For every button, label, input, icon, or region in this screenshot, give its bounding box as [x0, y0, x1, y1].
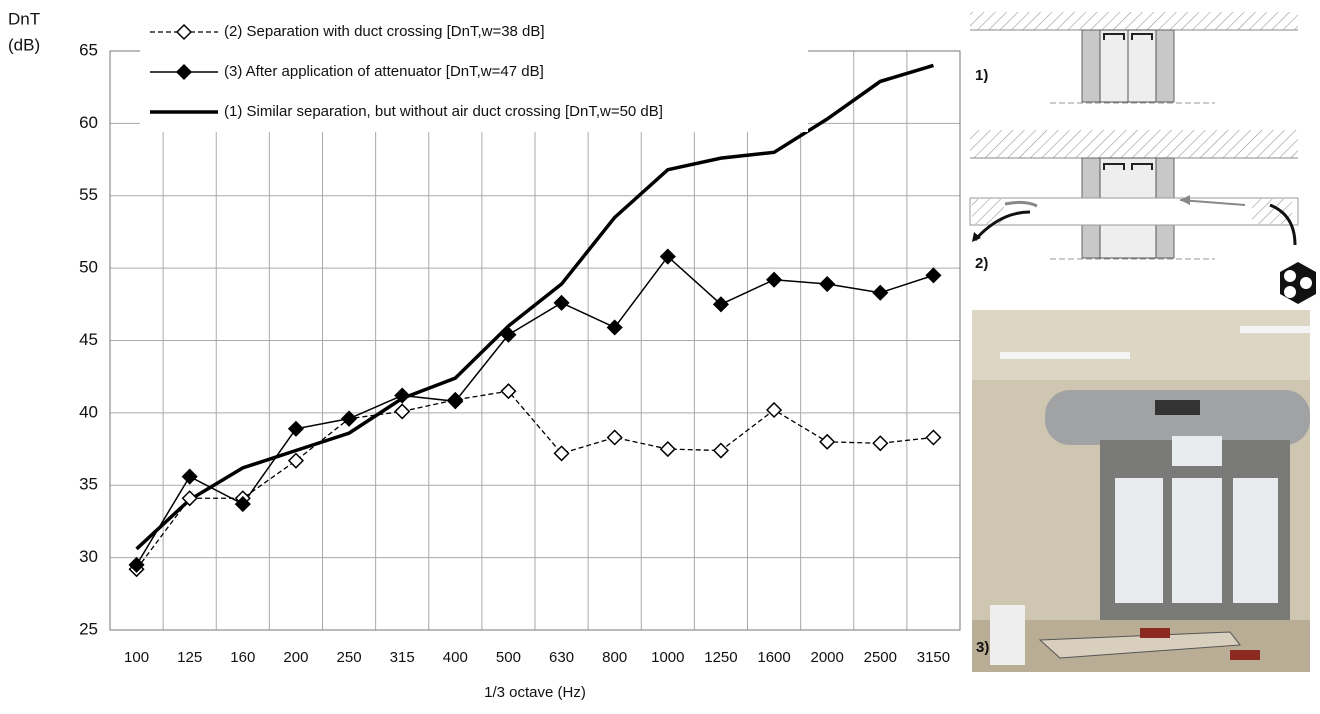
x-tick-label: 1250	[704, 649, 737, 666]
marker	[395, 404, 409, 418]
x-tick-label: 2500	[864, 649, 897, 666]
y-tick-label: 25	[79, 619, 98, 638]
y-tick-label: 30	[79, 547, 98, 566]
figure-label: 2)	[975, 255, 988, 272]
marker	[820, 277, 834, 291]
marker	[926, 268, 940, 282]
marker	[661, 442, 675, 456]
y-tick-label: 50	[79, 258, 98, 277]
marker	[873, 436, 887, 450]
x-tick-label: 3150	[917, 649, 950, 666]
marker	[608, 430, 622, 444]
x-tick-label: 125	[177, 649, 202, 666]
y-tick-label: 60	[79, 113, 98, 132]
legend-label: (3) After application of attenuator [DnT…	[224, 63, 544, 80]
y-tick-label: 40	[79, 402, 98, 421]
marker	[714, 444, 728, 458]
marker	[767, 403, 781, 417]
y-axis-label: DnT	[8, 9, 40, 28]
marker	[342, 412, 356, 426]
x-tick-label: 800	[602, 649, 627, 666]
marker	[555, 296, 569, 310]
x-tick-label: 160	[230, 649, 255, 666]
marker	[183, 470, 197, 484]
marker	[555, 446, 569, 460]
y-tick-label: 55	[79, 185, 98, 204]
x-axis-label: 1/3 octave (Hz)	[484, 684, 586, 701]
figure: 25 30 35 40 45 50 55 60 65 100 125 160 200 250 315 400 5…	[0, 0, 1320, 709]
x-tick-label: 630	[549, 649, 574, 666]
diagram-2: 2)	[970, 130, 1316, 304]
y-tick-label: 45	[79, 330, 98, 349]
marker	[873, 286, 887, 300]
marker	[820, 435, 834, 449]
y-tick-label: 35	[79, 475, 98, 494]
x-tick-label: 1000	[651, 649, 684, 666]
marker	[926, 430, 940, 444]
diagram-1: 1)	[970, 12, 1298, 103]
y-tick-label: 65	[79, 40, 98, 59]
photo: 3)	[972, 310, 1310, 672]
x-tick-label: 315	[390, 649, 415, 666]
x-tick-label: 2000	[811, 649, 844, 666]
x-tick-label: 400	[443, 649, 468, 666]
marker	[448, 394, 462, 408]
figure-label: 1)	[975, 67, 988, 84]
legend-label: (2) Separation with duct crossing [DnT,w…	[224, 23, 545, 40]
plot: 25 30 35 40 45 50 55 60 65 100 125 160 200 250 315 400 5…	[79, 14, 960, 666]
x-tick-label: 200	[283, 649, 308, 666]
page: 25 30 35 40 45 50 55 60 65 100 125 160 200 250 315 400 5…	[0, 0, 1320, 714]
marker	[608, 320, 622, 334]
x-tick-label: 500	[496, 649, 521, 666]
figure-label: 3)	[976, 639, 989, 656]
marker	[289, 454, 303, 468]
y-axis-label: (dB)	[8, 35, 40, 54]
x-tick-label: 1600	[757, 649, 790, 666]
legend-label: (1) Similar separation, but without air …	[224, 103, 663, 120]
x-tick-label: 250	[337, 649, 362, 666]
x-tick-label: 100	[124, 649, 149, 666]
marker	[767, 273, 781, 287]
marker	[289, 422, 303, 436]
